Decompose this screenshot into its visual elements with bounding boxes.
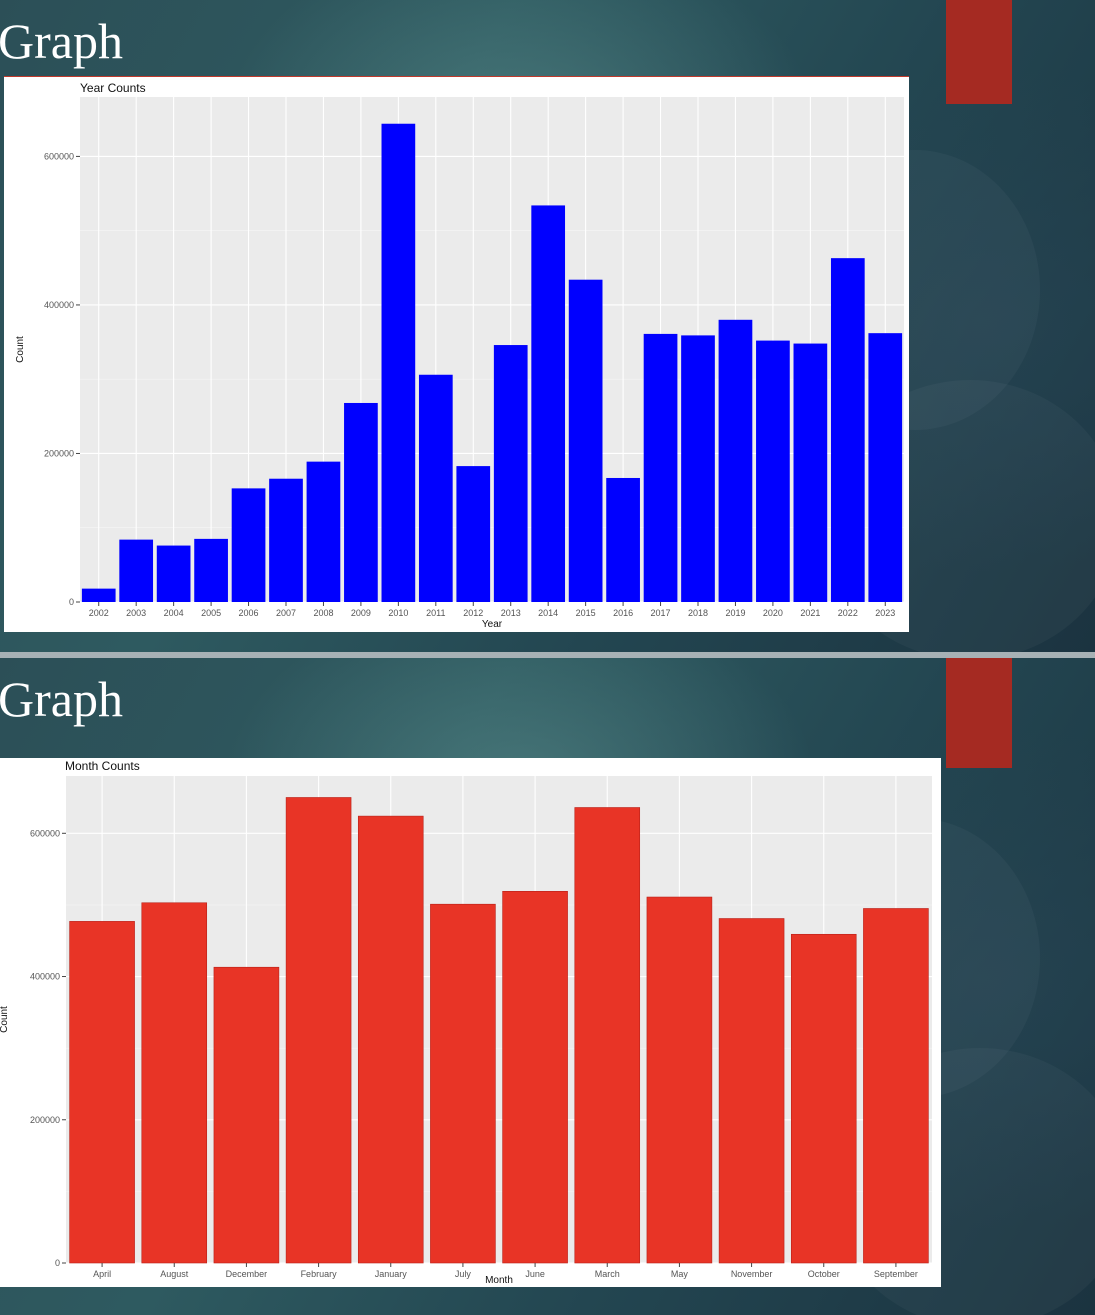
slide-title: Graph xyxy=(0,13,123,69)
bar-september xyxy=(863,908,929,1264)
x-axis-title: Year xyxy=(482,619,503,630)
bar-2003 xyxy=(119,539,154,602)
bar-november xyxy=(718,918,785,1264)
bar-2009 xyxy=(344,402,378,602)
x-tick-label: 2007 xyxy=(276,608,296,618)
x-tick-label: February xyxy=(301,1269,338,1279)
x-tick-label: 2010 xyxy=(388,608,408,618)
x-tick-label: 2014 xyxy=(538,608,558,618)
bar-2023 xyxy=(868,333,903,602)
year-counts-svg: 0 200000 400000 600000 2002 2003 2004 2005 2006 2… xyxy=(15,81,904,630)
x-tick-label: 2004 xyxy=(164,608,184,618)
bar-october xyxy=(790,933,857,1264)
y-tick-label: 200000 xyxy=(44,448,74,458)
bar-2013 xyxy=(493,345,528,602)
bar-2022 xyxy=(830,258,865,602)
x-tick-label: 2002 xyxy=(89,608,109,618)
chart-title: Month Counts xyxy=(65,759,140,773)
x-tick-label: November xyxy=(731,1269,773,1279)
bar-may xyxy=(646,896,713,1264)
x-tick-label: April xyxy=(93,1269,111,1279)
x-tick-label: July xyxy=(455,1269,472,1279)
x-tick-label: 2006 xyxy=(239,608,259,618)
x-tick-label: January xyxy=(375,1269,408,1279)
bar-2020 xyxy=(756,340,790,602)
bar-january xyxy=(357,815,424,1264)
bar-december xyxy=(213,966,280,1264)
bar-march xyxy=(574,807,641,1264)
bar-june xyxy=(502,891,568,1264)
x-axis-title: Month xyxy=(485,1275,513,1286)
bar-2002 xyxy=(81,588,116,602)
bar-2007 xyxy=(269,478,303,602)
accent-bar xyxy=(946,658,1012,768)
accent-bar xyxy=(946,0,1012,104)
bar-2021 xyxy=(793,343,828,602)
bar-february xyxy=(285,797,352,1264)
bar-april xyxy=(69,921,135,1264)
bar-2011 xyxy=(418,374,453,602)
x-tick-label: 2020 xyxy=(763,608,783,618)
y-tick-label: 600000 xyxy=(44,151,74,161)
year-counts-chart: 0 200000 400000 600000 2002 2003 2004 2005 2006 2… xyxy=(4,76,909,632)
x-tick-label: October xyxy=(808,1269,840,1279)
x-tick-label: March xyxy=(595,1269,620,1279)
x-tick-label: 2022 xyxy=(838,608,858,618)
x-tick-label: 2009 xyxy=(351,608,371,618)
bar-2015 xyxy=(568,279,603,602)
bar-august xyxy=(141,902,208,1264)
y-tick-label: 400000 xyxy=(30,972,60,982)
x-tick-label: December xyxy=(226,1269,268,1279)
y-tick-label: 600000 xyxy=(30,828,60,838)
bar-2006 xyxy=(231,488,266,602)
y-axis-title: Count xyxy=(0,1006,10,1033)
bar-2005 xyxy=(194,538,228,602)
x-tick-label: May xyxy=(671,1269,689,1279)
x-tick-label: 2012 xyxy=(463,608,483,618)
slide-year-counts: Graph 0 200000 400000 600000 2002 2003 2004 200… xyxy=(0,0,1095,652)
y-tick-label: 0 xyxy=(55,1258,60,1268)
x-tick-label: 2019 xyxy=(725,608,745,618)
x-tick-label: 2003 xyxy=(126,608,146,618)
x-tick-label: 2023 xyxy=(875,608,895,618)
x-tick-label: June xyxy=(525,1269,545,1279)
x-tick-label: 2011 xyxy=(426,608,445,618)
x-tick-label: 2017 xyxy=(651,608,671,618)
x-tick-label: 2015 xyxy=(576,608,596,618)
chart-title: Year Counts xyxy=(80,81,146,95)
bar-2017 xyxy=(643,333,678,602)
y-axis-title: Count xyxy=(15,336,26,363)
x-tick-label: September xyxy=(874,1269,918,1279)
month-counts-svg: 0 200000 400000 600000 April August December Fe… xyxy=(0,759,932,1286)
x-tick-label: 2005 xyxy=(201,608,221,618)
bar-2010 xyxy=(381,123,416,602)
x-tick-label: 2016 xyxy=(613,608,633,618)
bar-2008 xyxy=(306,461,341,602)
x-tick-label: 2018 xyxy=(688,608,708,618)
bar-2019 xyxy=(718,319,753,602)
x-tick-label: 2008 xyxy=(313,608,333,618)
bar-2004 xyxy=(156,545,191,602)
bar-2018 xyxy=(681,335,715,602)
y-tick-label: 0 xyxy=(69,597,74,607)
bar-2014 xyxy=(531,205,566,603)
bar-2016 xyxy=(606,477,640,602)
slide-month-counts: Graph 0 200000 400000 600000 April August Dece… xyxy=(0,658,1095,1315)
slide-divider xyxy=(0,652,1095,658)
x-tick-label: 2021 xyxy=(800,608,820,618)
x-tick-label: August xyxy=(160,1269,189,1279)
bar-2012 xyxy=(456,466,491,602)
bar-july xyxy=(430,903,496,1264)
plot-background xyxy=(66,776,932,1263)
slide-title: Graph xyxy=(0,671,123,727)
x-tick-label: 2013 xyxy=(501,608,521,618)
y-tick-label: 400000 xyxy=(44,300,74,310)
y-tick-label: 200000 xyxy=(30,1115,60,1125)
month-counts-chart: 0 200000 400000 600000 April August December Fe… xyxy=(0,758,941,1287)
